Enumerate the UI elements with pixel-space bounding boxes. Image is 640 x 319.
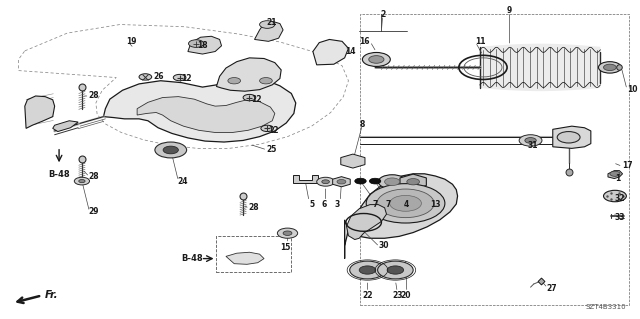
Text: 17: 17 xyxy=(623,161,633,170)
Text: SZT4B3310: SZT4B3310 xyxy=(585,304,626,310)
Text: 28: 28 xyxy=(248,203,259,212)
Circle shape xyxy=(283,231,292,235)
Text: 23: 23 xyxy=(392,291,403,300)
Polygon shape xyxy=(313,40,348,65)
Bar xyxy=(216,236,291,272)
Text: 4: 4 xyxy=(404,200,410,209)
Text: 2: 2 xyxy=(380,11,385,19)
Circle shape xyxy=(362,52,390,66)
Circle shape xyxy=(390,196,421,211)
Polygon shape xyxy=(608,171,623,179)
Text: 7: 7 xyxy=(372,200,378,209)
Polygon shape xyxy=(333,177,350,187)
Polygon shape xyxy=(292,175,318,183)
Polygon shape xyxy=(400,174,426,189)
Circle shape xyxy=(260,21,275,28)
Text: 9: 9 xyxy=(507,6,512,15)
Circle shape xyxy=(604,64,616,70)
Text: 15: 15 xyxy=(280,243,290,252)
Circle shape xyxy=(173,74,186,81)
Circle shape xyxy=(359,266,376,274)
Circle shape xyxy=(260,78,272,84)
Circle shape xyxy=(525,137,536,143)
Circle shape xyxy=(317,177,335,186)
Circle shape xyxy=(366,184,445,223)
Circle shape xyxy=(155,142,187,158)
Text: 20: 20 xyxy=(400,291,411,300)
Polygon shape xyxy=(340,154,365,168)
Circle shape xyxy=(369,178,381,184)
Text: Fr.: Fr. xyxy=(45,290,59,300)
Text: 32: 32 xyxy=(615,194,625,203)
Text: 25: 25 xyxy=(266,145,276,154)
Polygon shape xyxy=(344,174,458,259)
Circle shape xyxy=(189,40,204,48)
Text: 33: 33 xyxy=(615,213,625,222)
Text: 14: 14 xyxy=(345,47,356,56)
Circle shape xyxy=(519,135,542,146)
Circle shape xyxy=(378,175,406,189)
Circle shape xyxy=(74,177,90,185)
Polygon shape xyxy=(216,58,281,91)
Text: 12: 12 xyxy=(182,74,192,83)
Circle shape xyxy=(598,62,621,73)
Text: 8: 8 xyxy=(360,120,365,129)
Polygon shape xyxy=(25,96,54,128)
Text: 6: 6 xyxy=(322,200,327,209)
Circle shape xyxy=(261,125,273,131)
Circle shape xyxy=(163,146,179,154)
Polygon shape xyxy=(553,126,591,148)
Circle shape xyxy=(243,94,256,101)
Circle shape xyxy=(277,228,298,238)
Circle shape xyxy=(377,189,434,218)
Text: 24: 24 xyxy=(177,177,188,186)
Circle shape xyxy=(610,171,620,176)
Text: 10: 10 xyxy=(627,85,637,94)
Circle shape xyxy=(385,178,400,186)
Text: 16: 16 xyxy=(360,37,370,46)
Text: 30: 30 xyxy=(378,241,388,250)
Text: B-48: B-48 xyxy=(48,170,70,179)
Text: B-48: B-48 xyxy=(181,254,202,263)
Bar xyxy=(360,14,629,305)
Polygon shape xyxy=(346,204,387,240)
Circle shape xyxy=(604,190,627,202)
Circle shape xyxy=(322,180,330,184)
Circle shape xyxy=(355,178,366,184)
Text: 27: 27 xyxy=(547,284,557,293)
Text: 28: 28 xyxy=(88,92,99,100)
Polygon shape xyxy=(226,252,264,264)
Circle shape xyxy=(228,78,241,84)
Text: 28: 28 xyxy=(88,173,99,182)
Text: 12: 12 xyxy=(252,95,262,104)
Text: 5: 5 xyxy=(309,200,314,209)
Text: 19: 19 xyxy=(126,37,137,46)
Polygon shape xyxy=(52,121,78,131)
Text: 11: 11 xyxy=(476,38,486,47)
Text: 1: 1 xyxy=(615,174,620,183)
Text: 26: 26 xyxy=(153,72,163,81)
Circle shape xyxy=(407,179,419,185)
Circle shape xyxy=(387,266,404,274)
Text: 12: 12 xyxy=(268,126,279,135)
Text: 3: 3 xyxy=(334,200,340,209)
Text: 13: 13 xyxy=(430,200,440,209)
Circle shape xyxy=(79,180,85,183)
Circle shape xyxy=(139,74,152,80)
Polygon shape xyxy=(104,78,296,142)
Circle shape xyxy=(378,261,413,279)
Text: 31: 31 xyxy=(527,141,538,150)
Text: 22: 22 xyxy=(362,291,372,300)
Text: 29: 29 xyxy=(88,207,99,216)
Circle shape xyxy=(557,131,580,143)
Text: 21: 21 xyxy=(266,19,276,27)
Text: 7: 7 xyxy=(385,200,390,209)
Polygon shape xyxy=(255,21,283,41)
Polygon shape xyxy=(137,97,275,132)
Circle shape xyxy=(337,180,346,184)
Circle shape xyxy=(369,56,384,63)
Polygon shape xyxy=(188,36,221,54)
Circle shape xyxy=(349,261,385,279)
Text: 18: 18 xyxy=(197,41,208,50)
